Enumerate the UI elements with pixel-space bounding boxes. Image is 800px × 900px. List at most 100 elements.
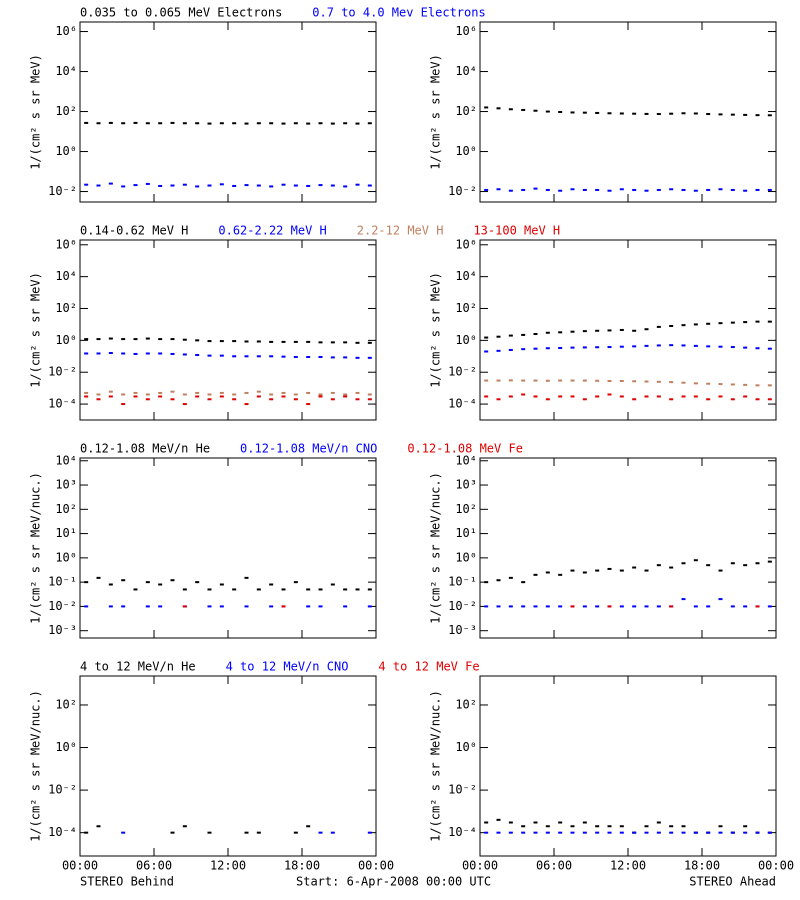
data-point	[158, 395, 163, 398]
data-point	[521, 605, 526, 608]
data-point	[656, 831, 661, 834]
data-point	[145, 398, 150, 401]
y-tick-label: 10²	[55, 104, 77, 118]
data-point	[195, 339, 200, 342]
data-point	[367, 393, 372, 396]
data-point	[343, 393, 348, 396]
data-point	[96, 398, 101, 401]
data-point	[656, 344, 661, 347]
x-tick-label: 12:00	[210, 859, 246, 873]
y-tick-label: 10⁰	[55, 333, 77, 347]
data-point	[669, 398, 674, 401]
data-point	[755, 188, 760, 191]
data-point	[256, 184, 261, 187]
data-point	[484, 106, 489, 109]
y-axis-label: 1/(cm² s sr MeV)	[429, 54, 443, 170]
x-tick-label: 06:00	[136, 859, 172, 873]
data-point	[158, 184, 163, 187]
data-point	[607, 567, 612, 570]
legend-entry: 4 to 12 MeV/n CNO	[226, 660, 349, 674]
y-tick-label: 10⁰	[55, 550, 77, 564]
data-point	[693, 605, 698, 608]
data-point	[595, 569, 600, 572]
data-point	[343, 605, 348, 608]
footer-left: STEREO Behind	[80, 875, 174, 889]
data-point	[256, 122, 261, 125]
data-point	[318, 341, 323, 344]
data-point	[582, 571, 587, 574]
y-tick-label: 10²	[455, 104, 477, 118]
data-point	[669, 381, 674, 384]
data-point	[145, 393, 150, 396]
data-point	[96, 825, 101, 828]
data-point	[96, 352, 101, 355]
data-point	[730, 113, 735, 116]
data-point	[84, 183, 89, 186]
data-point	[281, 183, 286, 186]
y-axis-label: 1/(cm² s sr MeV)	[29, 272, 43, 388]
y-tick-label: 10⁴	[455, 453, 477, 467]
x-tick-label: 00:00	[462, 859, 498, 873]
data-point	[232, 340, 237, 343]
data-point	[619, 380, 624, 383]
data-point	[158, 583, 163, 586]
data-point	[767, 114, 772, 117]
data-point	[595, 825, 600, 828]
data-point	[582, 346, 587, 349]
y-tick-label: 10⁶	[55, 237, 77, 251]
data-point	[767, 384, 772, 387]
data-point	[644, 328, 649, 331]
data-point	[681, 188, 686, 191]
x-tick-label: 00:00	[758, 859, 794, 873]
data-point	[755, 605, 760, 608]
y-tick-label: 10⁰	[455, 740, 477, 754]
data-point	[232, 184, 237, 187]
data-point	[281, 588, 286, 591]
data-point	[330, 391, 335, 394]
data-point	[496, 605, 501, 608]
data-point	[256, 390, 261, 393]
data-point	[281, 391, 286, 394]
data-point	[484, 395, 489, 398]
data-point	[767, 347, 772, 350]
data-point	[521, 333, 526, 336]
data-point	[343, 122, 348, 125]
legend-entry: 0.12-1.08 MeV/n CNO	[240, 442, 377, 456]
data-point	[656, 821, 661, 824]
data-point	[133, 391, 138, 394]
data-point	[330, 356, 335, 359]
data-point	[533, 605, 538, 608]
data-point	[755, 562, 760, 565]
data-point	[306, 391, 311, 394]
data-point	[232, 355, 237, 358]
data-point	[681, 831, 686, 834]
data-point	[521, 393, 526, 396]
data-point	[632, 112, 637, 115]
data-point	[508, 605, 513, 608]
data-point	[232, 588, 237, 591]
data-point	[330, 398, 335, 401]
data-point	[619, 112, 624, 115]
data-point	[330, 122, 335, 125]
data-point	[293, 340, 298, 343]
data-point	[256, 588, 261, 591]
data-point	[219, 583, 224, 586]
data-point	[484, 336, 489, 339]
data-point	[293, 831, 298, 834]
data-point	[133, 395, 138, 398]
y-tick-label: 10⁴	[55, 453, 77, 467]
data-point	[281, 395, 286, 398]
y-tick-label: 10²	[55, 697, 77, 711]
data-point	[706, 188, 711, 191]
x-tick-label: 18:00	[684, 859, 720, 873]
data-point	[558, 110, 563, 113]
data-point	[496, 831, 501, 834]
data-point	[170, 579, 175, 582]
data-point	[256, 355, 261, 358]
data-point	[207, 354, 212, 357]
data-point	[508, 348, 513, 351]
x-tick-label: 18:00	[284, 859, 320, 873]
data-point	[582, 398, 587, 401]
data-point	[343, 356, 348, 359]
